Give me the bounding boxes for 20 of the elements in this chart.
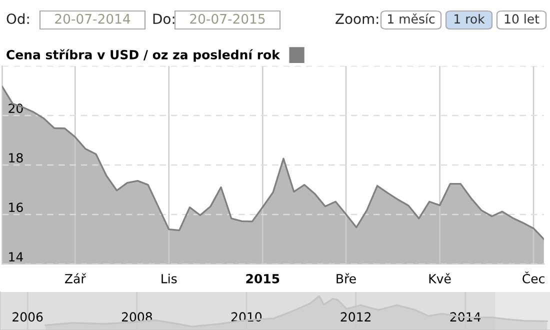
text: 20-07-2014 (55, 14, 130, 24)
text: Od: (6, 13, 29, 24)
y-tick-label: 18 (9, 153, 23, 163)
legend-label: Cena stříbra v USD / oz za poslední rok (6, 49, 280, 62)
x-tick-label: Bře (336, 273, 356, 284)
y-tick-label: 16 (9, 202, 23, 212)
x-tick-label: 2015 (246, 274, 280, 284)
y-tick-label: 14 (9, 252, 23, 262)
text: 1 rok (454, 14, 485, 24)
x-tick-label: Kvě (429, 273, 451, 284)
x-tick-label: Zář (65, 273, 86, 284)
text: Do: (153, 14, 174, 24)
text: Zoom: (336, 14, 378, 24)
x-tick-label: Čec (522, 272, 544, 284)
x-tick-label: 2006 (12, 312, 43, 322)
text: 10 let (504, 14, 540, 24)
text: 1 měsíc (388, 13, 435, 24)
text: 20-07-2015 (190, 14, 265, 24)
x-tick-label: 2012 (340, 312, 370, 322)
x-tick-label: Lis (162, 274, 177, 284)
